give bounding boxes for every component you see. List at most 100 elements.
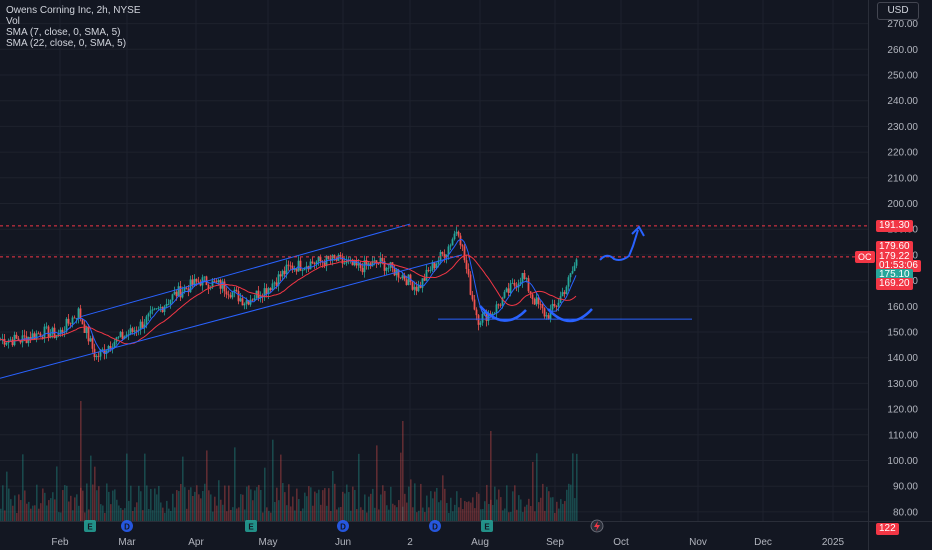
x-tick-label: Feb — [51, 537, 69, 548]
candle-body — [411, 281, 414, 290]
volume-bar — [340, 506, 342, 521]
candle-body — [97, 355, 100, 357]
volume-bar — [366, 512, 368, 521]
volume-bar — [480, 509, 482, 521]
candle-body — [155, 308, 158, 310]
volume-bar — [402, 421, 404, 521]
candle-body — [567, 277, 570, 287]
volume-bar — [390, 486, 392, 521]
volume-bar — [16, 512, 18, 521]
candle-body — [555, 306, 558, 307]
candle-body — [355, 260, 358, 266]
volume-bar — [78, 505, 80, 521]
volume-bar — [146, 485, 148, 521]
y-tick-label: 80.00 — [893, 507, 918, 518]
candle-body — [449, 245, 452, 247]
volume-bar — [286, 505, 288, 521]
volume-bar — [204, 483, 206, 521]
candle-body — [457, 231, 460, 236]
candle-body — [291, 265, 294, 270]
candle-body — [553, 303, 556, 307]
volume-bar — [426, 495, 428, 521]
candle-body — [373, 260, 376, 262]
candle-body — [149, 310, 152, 314]
volume-bar — [114, 489, 116, 521]
volume-bar — [210, 494, 212, 521]
lightning-icon[interactable] — [590, 519, 604, 533]
candle-body — [79, 308, 82, 320]
legend-sma22[interactable]: SMA (22, close, 0, SMA, 5) — [6, 38, 127, 49]
volume-bar — [350, 510, 352, 521]
cup-arc-right[interactable] — [547, 308, 593, 323]
candle-body — [101, 349, 104, 351]
volume-bar — [24, 490, 26, 521]
volume-bar — [76, 494, 78, 521]
currency-button[interactable]: USD — [877, 2, 919, 20]
volume-bar — [274, 501, 276, 521]
cup-arc-left[interactable] — [479, 305, 527, 322]
candle-body — [59, 329, 62, 334]
candle-body — [319, 256, 322, 262]
candle-body — [421, 278, 424, 288]
volume-bar — [100, 504, 102, 521]
channel-upper-line[interactable] — [80, 223, 411, 318]
volume-bar — [14, 495, 16, 521]
candle-body — [23, 335, 26, 337]
channel-lower-line[interactable] — [0, 254, 463, 379]
volume-bar — [84, 512, 86, 521]
volume-bar — [504, 508, 506, 521]
candle-body — [543, 308, 546, 317]
dividend-marker[interactable]: D — [121, 520, 133, 532]
volume-bar — [172, 493, 174, 521]
y-tick-label: 120.00 — [887, 405, 918, 416]
volume-bar — [356, 509, 358, 521]
candle-body — [297, 260, 300, 272]
candle-body — [241, 298, 244, 306]
candle-body — [183, 287, 186, 292]
volume-bar — [304, 492, 306, 521]
candle-body — [575, 259, 578, 266]
candle-body — [279, 274, 282, 277]
volume-bar — [118, 505, 120, 521]
candle-body — [247, 300, 250, 305]
volume-bar — [404, 493, 406, 521]
candle-body — [117, 336, 120, 338]
candle-body — [339, 254, 342, 257]
volume-bar — [202, 490, 204, 521]
candle-body — [465, 260, 468, 269]
earnings-marker[interactable]: E — [84, 520, 96, 532]
x-tick-label: Apr — [188, 537, 204, 548]
candle-body — [427, 269, 430, 271]
volume-bar — [108, 491, 110, 521]
candle-body — [485, 311, 488, 321]
volume-bar — [62, 490, 64, 521]
earnings-marker[interactable]: E — [481, 520, 493, 532]
candle-body — [145, 316, 148, 325]
earnings-marker[interactable]: E — [245, 520, 257, 532]
volume-bar — [232, 507, 234, 521]
legend-title[interactable]: Owens Corning Inc, 2h, NYSE — [6, 5, 141, 16]
y-tick-label: 100.00 — [887, 456, 918, 467]
candle-body — [287, 264, 290, 266]
volume-bar — [392, 503, 394, 521]
volume-bar — [216, 505, 218, 521]
candle-body — [181, 291, 184, 298]
legend-sma7[interactable]: SMA (7, close, 0, SMA, 5) — [6, 27, 121, 38]
candle-body — [459, 235, 462, 246]
volume-bar — [490, 499, 492, 521]
dividend-marker[interactable]: D — [337, 520, 349, 532]
volume-bar — [180, 483, 182, 521]
volume-bar — [532, 461, 534, 521]
volume-bar — [542, 483, 544, 521]
candle-body — [221, 281, 224, 289]
candle-body — [547, 315, 550, 320]
candle-body — [157, 307, 160, 309]
volume-bar — [194, 491, 196, 521]
projection-path[interactable] — [599, 229, 639, 261]
dividend-marker[interactable]: D — [429, 520, 441, 532]
legend-volume[interactable]: Vol — [6, 16, 20, 27]
y-tick-label: 160.00 — [887, 302, 918, 313]
volume-bar — [36, 484, 38, 521]
volume-bar — [184, 487, 186, 521]
